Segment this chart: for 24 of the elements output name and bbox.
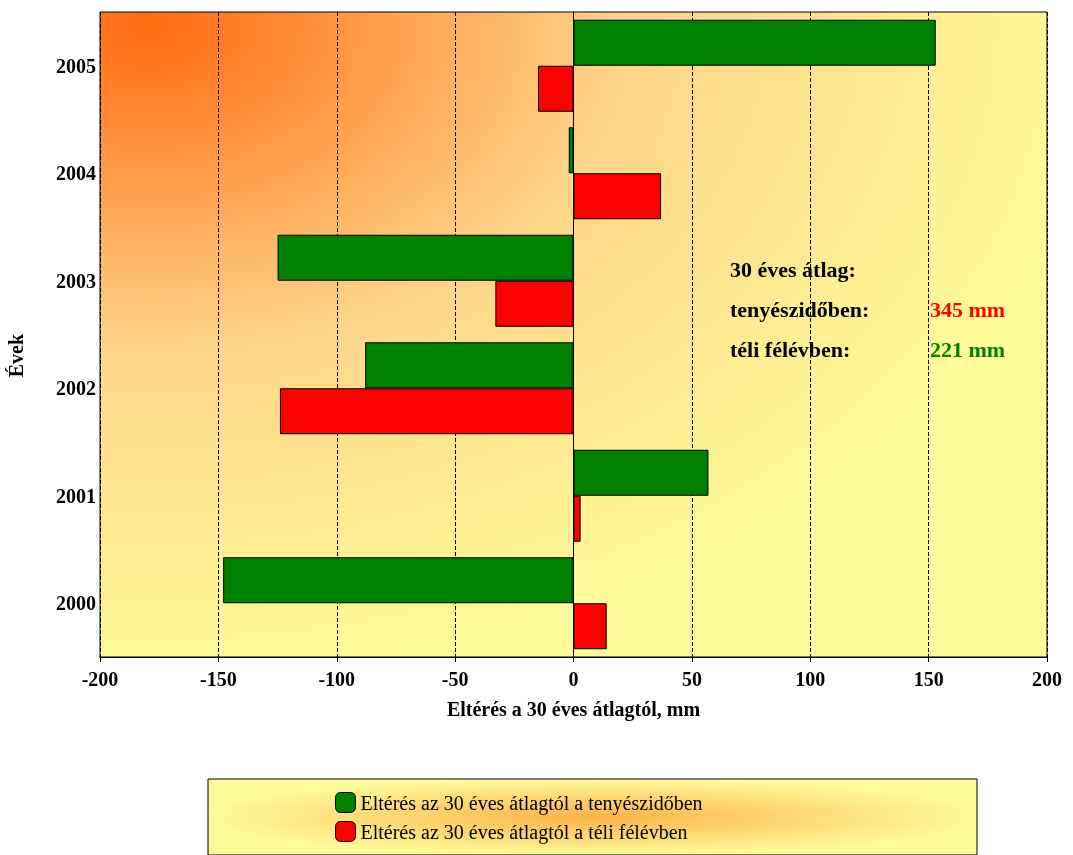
y-tick-label: 2000 (56, 592, 96, 615)
x-tick-label: 150 (913, 668, 944, 690)
y-tick-label: 2003 (56, 269, 96, 292)
annotation: 30 éves átlag: (730, 256, 856, 282)
y-tick-label: 2002 (56, 377, 96, 400)
x-axis-title: Eltérés a 30 éves átlagtól, mm (446, 698, 701, 721)
x-tick-label: 0 (568, 668, 579, 690)
x-tick-label: -200 (81, 668, 119, 690)
annotation: tenyészidőben: (730, 296, 870, 322)
x-tick-label: -50 (441, 668, 469, 690)
y-axis-title: Évek (5, 333, 27, 378)
y-tick-label: 2001 (56, 484, 96, 507)
x-tick-label: 200 (1032, 668, 1062, 690)
annotation: téli félévben: (730, 336, 851, 362)
x-tick-label: 100 (795, 668, 826, 690)
legend-label: Eltérés az 30 éves átlagtól a téli félévben (360, 820, 688, 844)
x-tick-label: 50 (681, 668, 702, 690)
x-tick-label: -150 (200, 668, 237, 690)
x-tick-label: -100 (318, 668, 356, 690)
y-tick-label: 2005 (56, 54, 96, 77)
annotation: 345 mm (930, 296, 1006, 322)
annotation: 221 mm (930, 336, 1006, 362)
y-tick-label: 2004 (56, 162, 96, 185)
legend-label: Eltérés az 30 éves átlagtól a tenyészidőben (360, 791, 703, 815)
